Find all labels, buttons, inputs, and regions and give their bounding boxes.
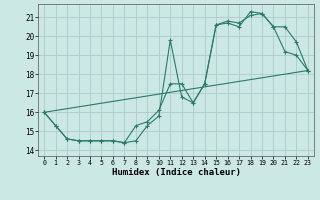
- X-axis label: Humidex (Indice chaleur): Humidex (Indice chaleur): [111, 168, 241, 177]
